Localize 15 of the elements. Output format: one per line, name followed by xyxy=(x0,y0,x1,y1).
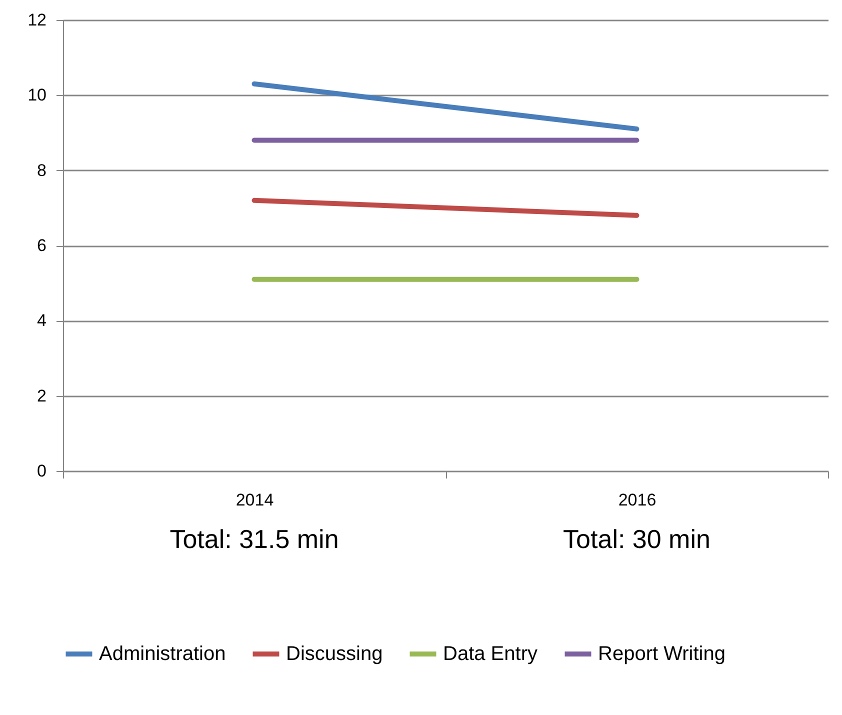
y-tick-label: 10 xyxy=(28,86,46,105)
y-tick-label: 8 xyxy=(37,160,46,180)
legend-label: Data Entry xyxy=(443,643,538,665)
text: Total: 30 min xyxy=(563,524,710,554)
x-tick-label: 2016 xyxy=(618,490,656,510)
y-tick-label: 6 xyxy=(37,236,46,255)
y-tick-label: 0 xyxy=(37,462,46,480)
legend-label: Discussing xyxy=(286,643,383,665)
legend-label: Report Writing xyxy=(598,643,726,665)
y-tick-label: 2 xyxy=(37,386,46,406)
text: Total: 31.5 min xyxy=(170,524,339,554)
legend-label: Administration xyxy=(99,643,226,665)
y-tick-label: 12 xyxy=(28,10,46,30)
x-tick-label: 2014 xyxy=(236,490,274,510)
y-tick-label: 4 xyxy=(37,311,46,330)
